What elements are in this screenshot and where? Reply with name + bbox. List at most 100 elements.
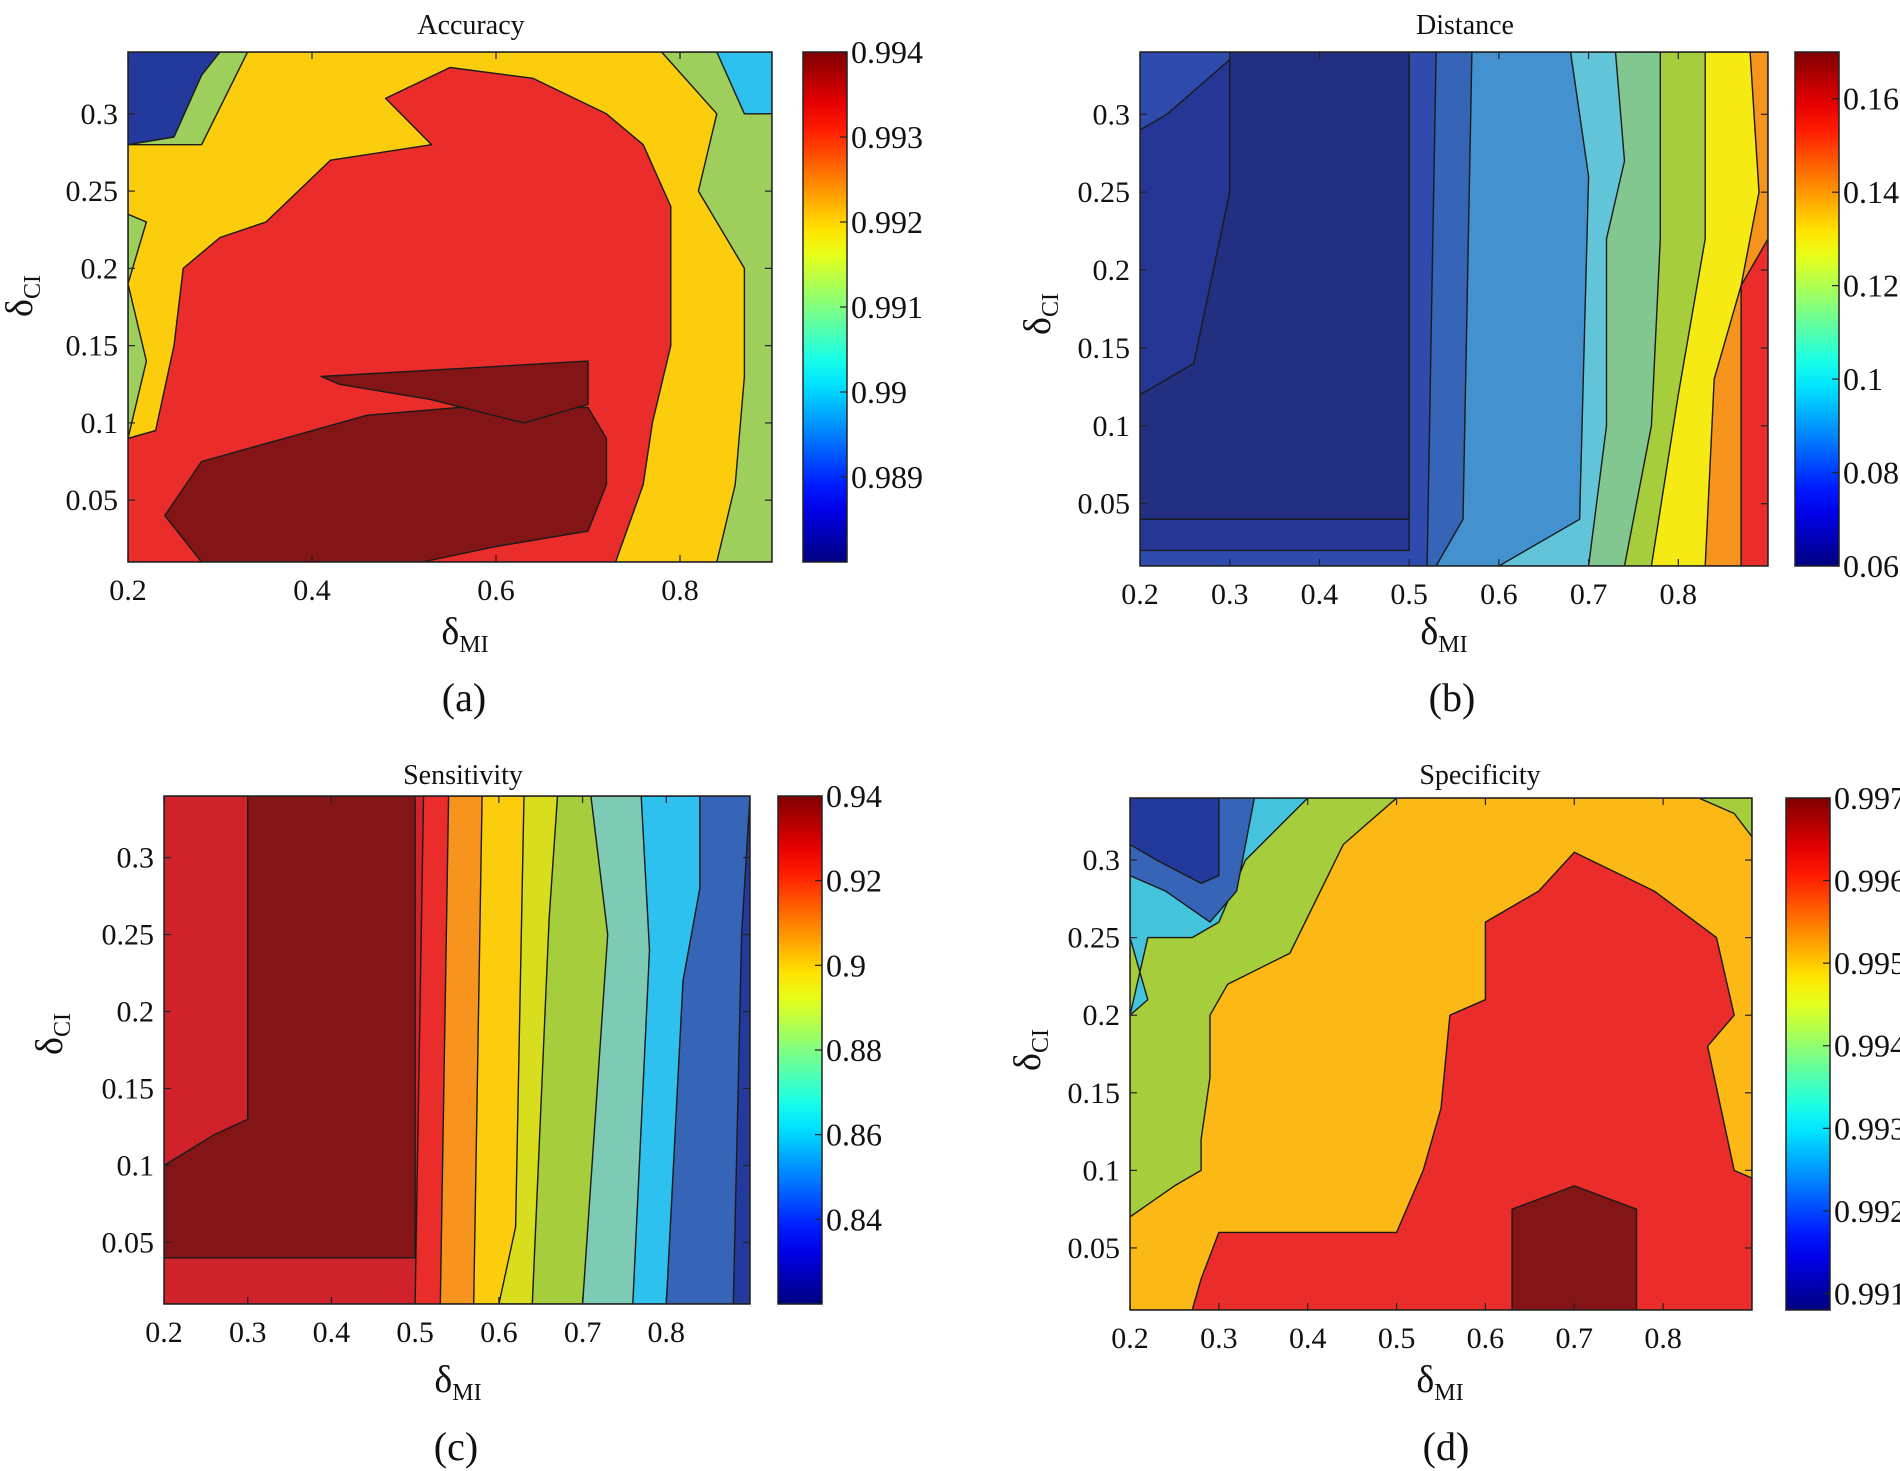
panel-c-y-tick-label: 0.25	[102, 919, 155, 952]
panel-b-x-tick-label: 0.8	[1660, 578, 1698, 611]
panel-d-y-label-sub: CI	[1028, 1029, 1054, 1053]
panel-b-y-tick-label: 0.05	[1078, 488, 1131, 521]
panel-c-x-label-main: δ	[434, 1359, 452, 1401]
panel-a-colorbar-tick-label: 0.993	[851, 119, 923, 155]
panel-d-contour-region-6	[1191, 851, 1752, 1310]
panel-d-y-label: δCI	[1007, 1029, 1054, 1071]
panel-b-x-tick-label: 0.3	[1211, 578, 1249, 611]
panel-d-colorbar-gradient	[1785, 797, 1831, 1311]
panel-a-y-tick-label: 0.1	[81, 407, 119, 440]
panel-b-x-tick-label: 0.6	[1480, 578, 1518, 611]
panel-a-colorbar-tick-label: 0.992	[851, 204, 923, 240]
panel-b-x-tick-label: 0.2	[1121, 578, 1159, 611]
panel-a-colorbar: 0.989 0.99 0.991 0.992 0.993 0.994	[802, 34, 923, 563]
panel-b-title: Distance	[1416, 10, 1514, 41]
panel-d-title: Specificity	[1419, 760, 1540, 791]
panel-c-colorbar-tick-label: 0.84	[826, 1201, 882, 1237]
panel-b-colorbar-tick-label: 0.16	[1843, 81, 1899, 117]
panel-a-colorbar-tick-label: 0.994	[851, 34, 923, 70]
panel-b-y-label-sub: CI	[1038, 293, 1064, 317]
panel-d-colorbar-tick-label: 0.996	[1834, 863, 1900, 899]
panel-a-y-tick-label: 0.2	[81, 252, 119, 285]
panel-b: Distance 0.2 0.3 0.4 0.5 0.6 0.7 0.8 0.050.10.…	[1017, 10, 1899, 720]
panel-c: Sensitivity 0.2 0.3 0.4 0.5 0.6 0.7 0.8 0.050.…	[29, 760, 882, 1469]
panel-a-plot-frame	[127, 51, 773, 563]
panel-b-caption: (b)	[1429, 675, 1476, 720]
panel-c-y-tick-label: 0.3	[117, 842, 155, 875]
panel-a-contour-map	[128, 52, 772, 562]
panel-b-y-label-main: δ	[1017, 317, 1059, 335]
panel-d-colorbar-tick-label: 0.993	[1834, 1110, 1900, 1146]
panel-c-colorbar-tick-label: 0.92	[826, 863, 882, 899]
panel-c-x-tick-label: 0.2	[145, 1316, 183, 1349]
panel-d-x-label-sub: MI	[1434, 1380, 1463, 1406]
panel-a-colorbar-tick-label: 0.991	[851, 289, 923, 325]
panel-b-y-label: δCI	[1017, 293, 1064, 335]
panel-b-y-ticks: 0.05 0.1 0.15 0.2 0.25 0.3	[1078, 98, 1768, 521]
panel-a-contour-region-7	[164, 406, 608, 562]
panel-c-colorbar: 0.84 0.86 0.88 0.9 0.92 0.94	[777, 778, 882, 1305]
panel-d-caption: (d)	[1423, 1424, 1470, 1469]
panel-a-contour-region-4	[716, 52, 772, 115]
panel-a-y-tick-label: 0.3	[81, 98, 119, 131]
panel-b-contour-region-11	[1140, 52, 1410, 520]
panel-b-plot-frame	[1139, 51, 1769, 567]
panel-c-contour-region-11	[164, 796, 416, 1259]
panel-c-x-label: δMI	[434, 1359, 481, 1406]
panel-b-x-label-main: δ	[1420, 611, 1438, 653]
panel-d-y-tick-label: 0.25	[1068, 922, 1121, 955]
panel-a-y-tick-label: 0.05	[66, 484, 119, 517]
panel-d-colorbar-tick-label: 0.992	[1834, 1193, 1900, 1229]
panel-b-colorbar-tick-label: 0.14	[1843, 174, 1899, 210]
panel-b-x-label-sub: MI	[1438, 632, 1467, 658]
panel-a-x-label-sub: MI	[459, 632, 488, 658]
panel-d-colorbar-tick-label: 0.994	[1834, 1028, 1900, 1064]
panel-a-x-label: δMI	[441, 611, 488, 658]
panel-d-x-tick-label: 0.7	[1556, 1322, 1594, 1355]
panel-a-y-label-sub: CI	[20, 275, 46, 299]
panel-d-colorbar-tick-label: 0.997	[1834, 780, 1900, 816]
panel-a-contour-region-2	[128, 52, 221, 146]
panel-c-y-tick-label: 0.2	[117, 996, 155, 1029]
panel-a-colorbar-gradient	[802, 51, 848, 563]
panel-b-y-tick-label: 0.15	[1078, 332, 1131, 365]
panel-d-contour-map	[1130, 798, 1752, 1310]
panel-a-y-ticks: 0.05 0.1 0.15 0.2 0.25 0.3	[66, 98, 772, 517]
panel-b-y-tick-label: 0.1	[1093, 410, 1131, 443]
panel-b-x-tick-label: 0.7	[1570, 578, 1608, 611]
panel-b-colorbar-tick-label: 0.06	[1843, 548, 1899, 584]
panel-a-caption: (a)	[442, 675, 486, 720]
panel-c-title: Sensitivity	[403, 760, 523, 791]
panel-c-colorbar-tick-label: 0.9	[826, 947, 866, 983]
panel-b-colorbar-gradient	[1794, 51, 1840, 567]
panel-c-y-label-main: δ	[29, 1037, 71, 1055]
panel-a-y-label: δCI	[0, 275, 46, 317]
panel-a-title: Accuracy	[417, 10, 524, 41]
panel-d-y-tick-label: 0.15	[1068, 1077, 1121, 1110]
panel-b-y-tick-label: 0.25	[1078, 176, 1131, 209]
panel-c-colorbar-tick-label: 0.94	[826, 778, 882, 814]
panel-b-y-tick-label: 0.3	[1093, 98, 1131, 131]
panel-d-colorbar: 0.991 0.992 0.993 0.994 0.995 0.996 0.997	[1785, 780, 1900, 1311]
panel-d-x-label-main: δ	[1416, 1359, 1434, 1401]
panel-b-y-tick-label: 0.2	[1093, 254, 1131, 287]
panel-d-x-tick-label: 0.2	[1111, 1322, 1149, 1355]
panel-a-x-tick-label: 0.8	[661, 574, 699, 607]
panel-d-x-tick-label: 0.8	[1644, 1322, 1682, 1355]
panel-a: Accuracy 0.2 0.4 0.6 0.8 0.05 0.1 0.15 0.2 0.25…	[0, 10, 923, 720]
panel-c-y-tick-label: 0.05	[102, 1226, 155, 1259]
panel-c-colorbar-gradient	[777, 795, 823, 1305]
panel-a-x-label-main: δ	[441, 611, 459, 653]
panel-a-x-tick-label: 0.6	[477, 574, 515, 607]
panel-a-x-ticks: 0.2 0.4 0.6 0.8	[109, 52, 699, 607]
panel-b-colorbar-tick-label: 0.08	[1843, 455, 1899, 491]
panel-d-x-tick-label: 0.4	[1289, 1322, 1327, 1355]
panel-d-y-tick-label: 0.1	[1083, 1154, 1121, 1187]
panel-d-y-tick-label: 0.3	[1083, 844, 1121, 877]
panel-d-y-tick-label: 0.2	[1083, 999, 1121, 1032]
panel-d-x-tick-label: 0.5	[1378, 1322, 1416, 1355]
panel-a-colorbar-tick-label: 0.989	[851, 459, 923, 495]
panel-c-y-label: δCI	[29, 1013, 76, 1055]
panel-d-y-tick-label: 0.05	[1068, 1232, 1121, 1265]
